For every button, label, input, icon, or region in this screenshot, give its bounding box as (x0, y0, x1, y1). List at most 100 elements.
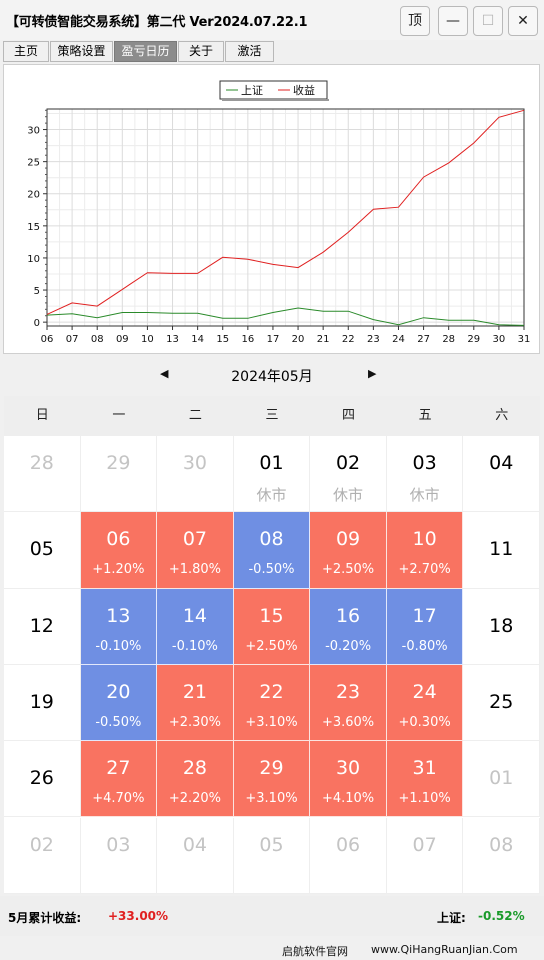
day-number: 07 (182, 528, 208, 551)
calendar-day-cell[interactable]: 14 -0.10% (157, 588, 234, 665)
x-tick-label: 15 (216, 334, 229, 345)
daily-return: +1.80% (168, 562, 222, 578)
daily-return: -0.10% (171, 638, 218, 654)
calendar-day-cell[interactable]: 01 (463, 741, 540, 818)
calendar-day-cell[interactable]: 24 +0.30% (386, 664, 464, 742)
calendar-day-cell[interactable]: 29 (80, 436, 158, 513)
calendar-day-cell[interactable]: 29 +3.10% (233, 741, 311, 818)
pnl-calendar: 日 一 二 三 四 五 六 28 29 30 01 休市 02 休市 03 休市 04 05 06 +1.20% 07… (4, 396, 540, 894)
calendar-day-cell[interactable]: 25 (463, 664, 540, 742)
daily-return: +3.60% (321, 714, 375, 730)
calendar-day-cell[interactable]: 13 -0.10% (80, 588, 158, 665)
prev-month-icon[interactable]: ◀ (160, 367, 169, 380)
day-number: 28 (182, 757, 208, 780)
y-tick-label: 0 (34, 318, 40, 329)
calendar-day-cell[interactable]: 09 +2.50% (310, 512, 387, 589)
day-number: 03 (412, 452, 437, 474)
tab-activate[interactable]: 激活 (225, 41, 274, 62)
x-tick-label: 07 (66, 334, 79, 345)
tab-home[interactable]: 主页 (3, 41, 49, 62)
daily-return: +2.50% (321, 562, 375, 578)
daily-return: +2.50% (245, 638, 298, 654)
day-number: 23 (335, 680, 361, 703)
calendar-day-cell[interactable]: 18 (463, 588, 540, 665)
daily-return: -0.10% (95, 638, 142, 654)
calendar-day-cell[interactable]: 16 -0.20% (310, 588, 387, 665)
calendar-day-cell[interactable]: 07 (386, 817, 464, 894)
weekday-label: 五 (418, 408, 432, 423)
daily-return: +4.10% (321, 791, 375, 807)
calendar-day-cell[interactable]: 11 (463, 512, 540, 589)
calendar-day-cell[interactable]: 02 (4, 817, 81, 894)
site-url-link[interactable]: www.QiHangRuanJian.Com (371, 943, 518, 956)
day-number: 31 (412, 757, 437, 780)
day-number: 29 (106, 452, 131, 474)
calendar-day-cell[interactable]: 04 (463, 436, 540, 513)
pin-top-button[interactable]: 顶 (400, 6, 430, 36)
calendar-day-cell[interactable]: 10 +2.70% (386, 512, 464, 589)
calendar-day-cell[interactable]: 06 +1.20% (80, 512, 158, 589)
day-number: 22 (259, 680, 284, 703)
calendar-day-cell[interactable]: 17 -0.80% (386, 588, 464, 665)
daily-return: +4.70% (92, 791, 145, 807)
status-bar: 启航软件官网 www.QiHangRuanJian.Com (0, 940, 544, 960)
daily-return: +2.20% (168, 791, 222, 807)
daily-return: +3.10% (245, 714, 298, 730)
day-number: 08 (489, 833, 514, 856)
calendar-day-cell[interactable]: 22 +3.10% (233, 664, 311, 742)
daily-return: -0.20% (325, 638, 372, 654)
day-number: 21 (182, 680, 208, 703)
calendar-day-cell[interactable]: 30 +4.10% (310, 741, 387, 818)
calendar-day-cell[interactable]: 03 休市 (386, 436, 464, 513)
tab-strategy-settings[interactable]: 策略设置 (50, 41, 113, 62)
x-tick-label: 29 (467, 334, 480, 345)
calendar-day-cell[interactable]: 04 (157, 817, 234, 894)
minimize-button[interactable]: — (438, 6, 468, 36)
calendar-day-cell[interactable]: 05 (4, 512, 81, 589)
calendar-day-cell[interactable]: 26 (4, 741, 81, 818)
x-tick-label: 13 (166, 334, 179, 345)
calendar-day-cell[interactable]: 01 休市 (233, 436, 311, 513)
calendar-day-cell[interactable]: 30 (157, 436, 234, 513)
day-number: 02 (29, 833, 54, 856)
calendar-day-cell[interactable]: 08 -0.50% (233, 512, 311, 589)
day-number: 25 (489, 690, 514, 713)
calendar-day-cell[interactable]: 08 (463, 817, 540, 894)
day-number: 24 (412, 680, 437, 703)
tab-about[interactable]: 关于 (178, 41, 224, 62)
legend-label: 上证 (241, 84, 263, 97)
calendar-day-cell[interactable]: 20 -0.50% (80, 664, 158, 742)
calendar-day-cell[interactable]: 31 +1.10% (386, 741, 464, 818)
calendar-day-cell[interactable]: 19 (4, 664, 81, 742)
daily-return: +2.70% (398, 562, 451, 578)
plot-frame (46, 108, 525, 327)
calendar-day-cell[interactable]: 28 +2.20% (157, 741, 234, 818)
maximize-button[interactable]: ☐ (473, 6, 503, 36)
day-number: 30 (335, 757, 361, 780)
day-number: 29 (259, 757, 284, 780)
calendar-day-cell[interactable]: 28 (4, 436, 81, 513)
y-tick-label: 5 (34, 286, 40, 297)
day-number: 26 (29, 767, 54, 790)
calendar-day-cell[interactable]: 15 +2.50% (233, 588, 311, 665)
day-number: 10 (412, 528, 437, 551)
day-number: 18 (489, 614, 514, 637)
tab-pnl-calendar[interactable]: 盈亏日历 (114, 41, 177, 62)
market-closed-label: 休市 (256, 486, 287, 504)
calendar-day-cell[interactable]: 06 (310, 817, 387, 894)
x-tick-label: 14 (191, 334, 204, 345)
month-navigator: 2024年05月 ◀ ▶ (0, 360, 544, 392)
close-button[interactable]: ✕ (508, 6, 538, 36)
calendar-day-cell[interactable]: 23 +3.60% (310, 664, 387, 742)
calendar-day-cell[interactable]: 12 (4, 588, 81, 665)
calendar-day-cell[interactable]: 02 休市 (310, 436, 387, 513)
month-return-label: 5月累计收益: (8, 911, 82, 925)
calendar-day-cell[interactable]: 07 +1.80% (157, 512, 234, 589)
calendar-day-cell[interactable]: 03 (80, 817, 158, 894)
calendar-day-cell[interactable]: 21 +2.30% (157, 664, 234, 742)
next-month-icon[interactable]: ▶ (368, 367, 377, 380)
day-number: 04 (182, 833, 208, 856)
calendar-day-cell[interactable]: 05 (233, 817, 311, 894)
site-name-link[interactable]: 启航软件官网 (282, 945, 348, 958)
calendar-day-cell[interactable]: 27 +4.70% (80, 741, 158, 818)
